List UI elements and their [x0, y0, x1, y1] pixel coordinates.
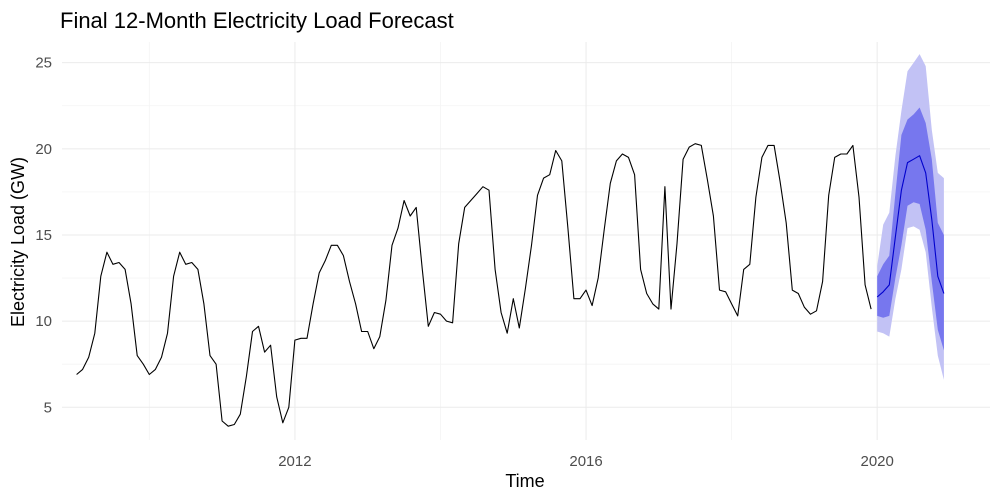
y-axis-ticks: 5 10 15 20 25 [35, 55, 52, 417]
y-tick-label: 20 [35, 141, 52, 158]
y-tick-label: 5 [44, 399, 52, 416]
history-line [76, 143, 872, 427]
x-tick-label: 2012 [278, 453, 311, 470]
y-axis-title: Electricity Load (GW) [8, 157, 28, 327]
interval-80-band [877, 107, 944, 351]
chart-title: Final 12-Month Electricity Load Forecast [60, 8, 454, 33]
y-tick-label: 25 [35, 55, 52, 72]
y-tick-label: 10 [35, 313, 52, 330]
x-tick-label: 2016 [569, 453, 602, 470]
forecast-line [876, 155, 945, 298]
grid [62, 42, 990, 440]
x-tick-label: 2020 [860, 453, 893, 470]
x-axis-title: Time [505, 471, 544, 491]
x-axis-ticks: 2012 2016 2020 [278, 453, 894, 470]
y-tick-label: 15 [35, 227, 52, 244]
forecast-intervals [877, 54, 944, 380]
series-lines [76, 143, 945, 427]
